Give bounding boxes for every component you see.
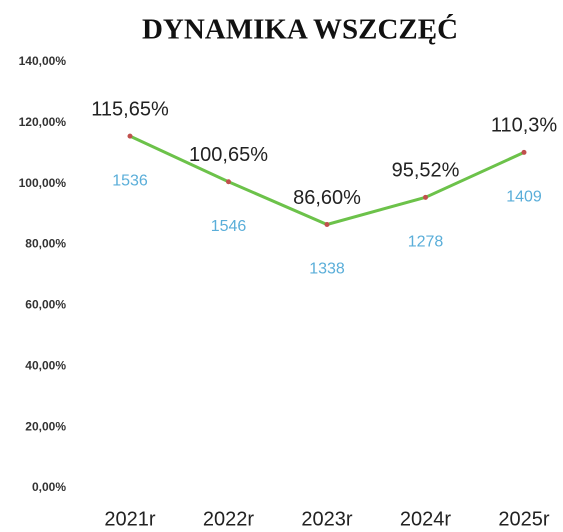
y-tick-label: 20,00% bbox=[25, 419, 66, 433]
y-tick-label: 80,00% bbox=[25, 237, 66, 251]
y-tick-label: 0,00% bbox=[32, 480, 66, 494]
x-tick-label: 2021r bbox=[104, 508, 155, 530]
count-label: 1546 bbox=[211, 218, 247, 235]
marker bbox=[423, 194, 428, 200]
value-label: 100,65% bbox=[189, 144, 268, 166]
marker bbox=[324, 221, 330, 227]
chart-title: DYNAMIKA WSZCZĘĆ bbox=[142, 13, 458, 46]
x-tick-label: 2023r bbox=[301, 508, 352, 530]
y-tick-label: 120,00% bbox=[19, 115, 67, 129]
marker bbox=[521, 149, 527, 155]
marker bbox=[226, 179, 231, 185]
count-label: 1278 bbox=[408, 234, 444, 251]
x-tick-label: 2024r bbox=[400, 508, 451, 530]
marker bbox=[127, 133, 133, 139]
count-label: 1536 bbox=[112, 172, 148, 189]
x-tick-label: 2025r bbox=[498, 508, 549, 530]
y-tick-label: 140,00% bbox=[19, 54, 67, 68]
y-tick-label: 100,00% bbox=[19, 176, 67, 190]
value-label: 86,60% bbox=[293, 187, 361, 209]
value-label: 95,52% bbox=[392, 160, 460, 182]
count-label: 1338 bbox=[309, 261, 345, 278]
y-tick-label: 60,00% bbox=[25, 298, 66, 312]
count-label: 1409 bbox=[506, 189, 542, 206]
y-tick-label: 40,00% bbox=[25, 358, 66, 372]
x-tick-label: 2022r bbox=[203, 508, 254, 530]
value-label: 110,3% bbox=[491, 115, 558, 137]
value-label: 115,65% bbox=[91, 98, 169, 120]
